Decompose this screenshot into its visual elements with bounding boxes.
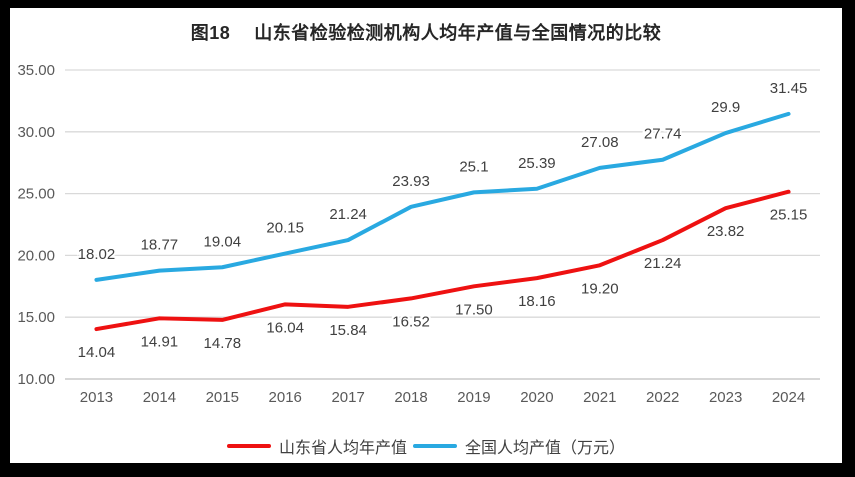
x-axis-label: 2023 (709, 389, 742, 406)
x-axis-label: 2013 (80, 389, 113, 406)
y-axis-label: 15.00 (17, 309, 55, 326)
y-axis-label: 20.00 (17, 247, 55, 264)
data-label: 23.82 (707, 223, 745, 240)
data-label: 29.9 (711, 99, 740, 116)
legend-line-swatch-blue (413, 444, 457, 448)
chart-title: 图18 山东省检验检测机构人均年产值与全国情况的比较 (190, 23, 662, 43)
data-label: 23.93 (392, 173, 430, 190)
chart-legend: 山东省人均年产值 全国人均产值（万元） (10, 434, 842, 458)
x-axis-label: 2015 (206, 389, 239, 406)
data-label: 14.78 (204, 335, 242, 352)
legend-item-national: 全国人均产值（万元） (413, 434, 625, 458)
x-axis-label: 2016 (269, 389, 302, 406)
y-axis-label: 30.00 (17, 124, 55, 141)
y-axis-label: 10.00 (17, 371, 55, 388)
data-label: 17.50 (455, 301, 493, 318)
line-plot: 10.00 15.00 20.00 25.00 30.00 35.00 2013 2014 20… (17, 62, 820, 406)
data-label: 19.04 (204, 233, 242, 250)
data-label: 16.04 (266, 319, 304, 336)
y-axis-label: 25.00 (17, 186, 55, 203)
series-line-shandong (94, 189, 791, 332)
data-label: 15.84 (329, 322, 367, 339)
data-label: 20.15 (266, 220, 304, 237)
x-axis-label: 2018 (394, 389, 427, 406)
data-label: 18.16 (518, 293, 556, 310)
data-label: 31.45 (770, 80, 808, 97)
data-label: 25.1 (459, 158, 488, 175)
x-axis-label: 2021 (583, 389, 616, 406)
series-line-national (94, 111, 791, 282)
x-axis-label: 2017 (331, 389, 364, 406)
data-label: 27.08 (581, 134, 619, 151)
chart-canvas: 图18 山东省检验检测机构人均年产值与全国情况的比较 10.00 15.00 20.… (10, 8, 842, 463)
legend-label-shandong: 山东省人均年产值 (278, 440, 407, 457)
data-label: 25.39 (518, 155, 556, 172)
data-label: 19.20 (581, 280, 619, 297)
x-axis-label: 2024 (772, 389, 805, 406)
data-label: 18.77 (141, 237, 179, 254)
legend-line-swatch-red (226, 444, 271, 448)
data-label: 14.04 (78, 344, 116, 361)
x-axis-label: 2019 (457, 389, 490, 406)
data-label: 25.15 (770, 207, 808, 224)
data-label: 18.02 (78, 246, 116, 263)
legend-label-national: 全国人均产值（万元） (465, 440, 626, 457)
y-axis-label: 35.00 (17, 62, 55, 79)
x-axis-label: 2022 (646, 389, 679, 406)
data-label: 27.74 (644, 126, 682, 143)
data-label: 21.24 (644, 255, 682, 272)
data-label: 14.91 (141, 333, 179, 350)
data-label: 21.24 (329, 206, 367, 223)
x-axis-label: 2014 (143, 389, 176, 406)
legend-item-shandong: 山东省人均年产值 (226, 434, 407, 458)
data-label: 16.52 (392, 313, 430, 330)
x-axis-label: 2020 (520, 389, 553, 406)
